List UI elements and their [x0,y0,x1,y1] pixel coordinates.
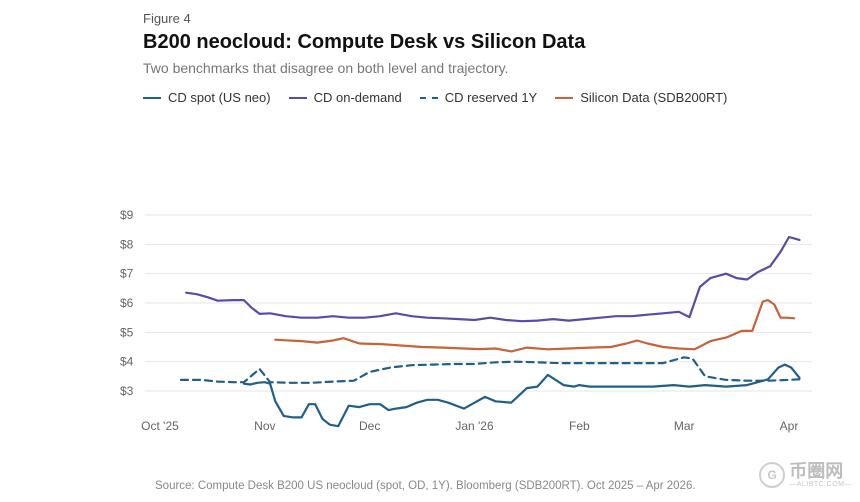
y-tick-label: $7 [120,267,134,281]
figure-label: Figure 4 [143,11,191,26]
legend-label: Silicon Data (SDB200RT) [580,90,728,105]
legend-swatch [419,96,438,99]
legend-swatch [288,96,307,99]
series-line-2 [179,356,801,384]
x-tick-label: Nov [254,419,275,433]
x-tick-label: Mar [674,419,695,433]
legend-swatch [555,96,574,99]
legend-swatch [143,96,161,99]
series-line-0 [242,363,801,428]
y-tick-label: $5 [120,325,134,339]
chart-subtitle: Two benchmarks that disagree on both lev… [143,60,509,76]
y-tick-label: $4 [120,355,134,369]
x-tick-label: Jan '26 [455,419,494,433]
watermark-logo-icon: G [759,462,786,488]
legend-item-cd-spot[interactable]: CD spot (US neo) [143,90,271,105]
y-tick-label: $3 [120,384,134,398]
gridlines [145,214,812,392]
axis-ticks: $3 $4 $5 $6 $7 $8 $9 Oct '25 Nov Dec Jan '26 Feb Mar… [120,208,798,433]
legend: CD spot (US neo) CD on-demand CD reserve… [143,90,727,105]
legend-item-cd-on-demand[interactable]: CD on-demand [288,90,402,105]
series-line-3 [274,299,796,353]
x-tick-label: Oct '25 [141,419,179,433]
legend-label: CD spot (US neo) [168,90,271,105]
legend-label: CD on-demand [313,90,402,105]
legend-item-cd-reserved[interactable]: CD reserved 1Y [419,90,538,105]
legend-label: CD reserved 1Y [444,90,538,105]
source-note: Source: Compute Desk B200 US neocloud (s… [155,480,696,492]
y-tick-label: $6 [120,296,134,310]
x-tick-label: Apr [780,419,799,433]
watermark-subtext: —ALIBTC.COM— [789,480,852,488]
y-tick-label: $9 [120,208,134,222]
watermark-text: 币圈网 [789,460,844,482]
legend-item-silicon-data[interactable]: Silicon Data (SDB200RT) [555,90,727,105]
watermark: G 币圈网 —ALIBTC.COM— [759,462,852,488]
x-tick-label: Dec [359,419,380,433]
series-line-1 [185,235,801,323]
series-lines [179,235,801,428]
x-tick-label: Feb [569,419,590,433]
chart-title: B200 neocloud: Compute Desk vs Silicon D… [143,31,586,53]
y-tick-label: $8 [120,237,134,251]
